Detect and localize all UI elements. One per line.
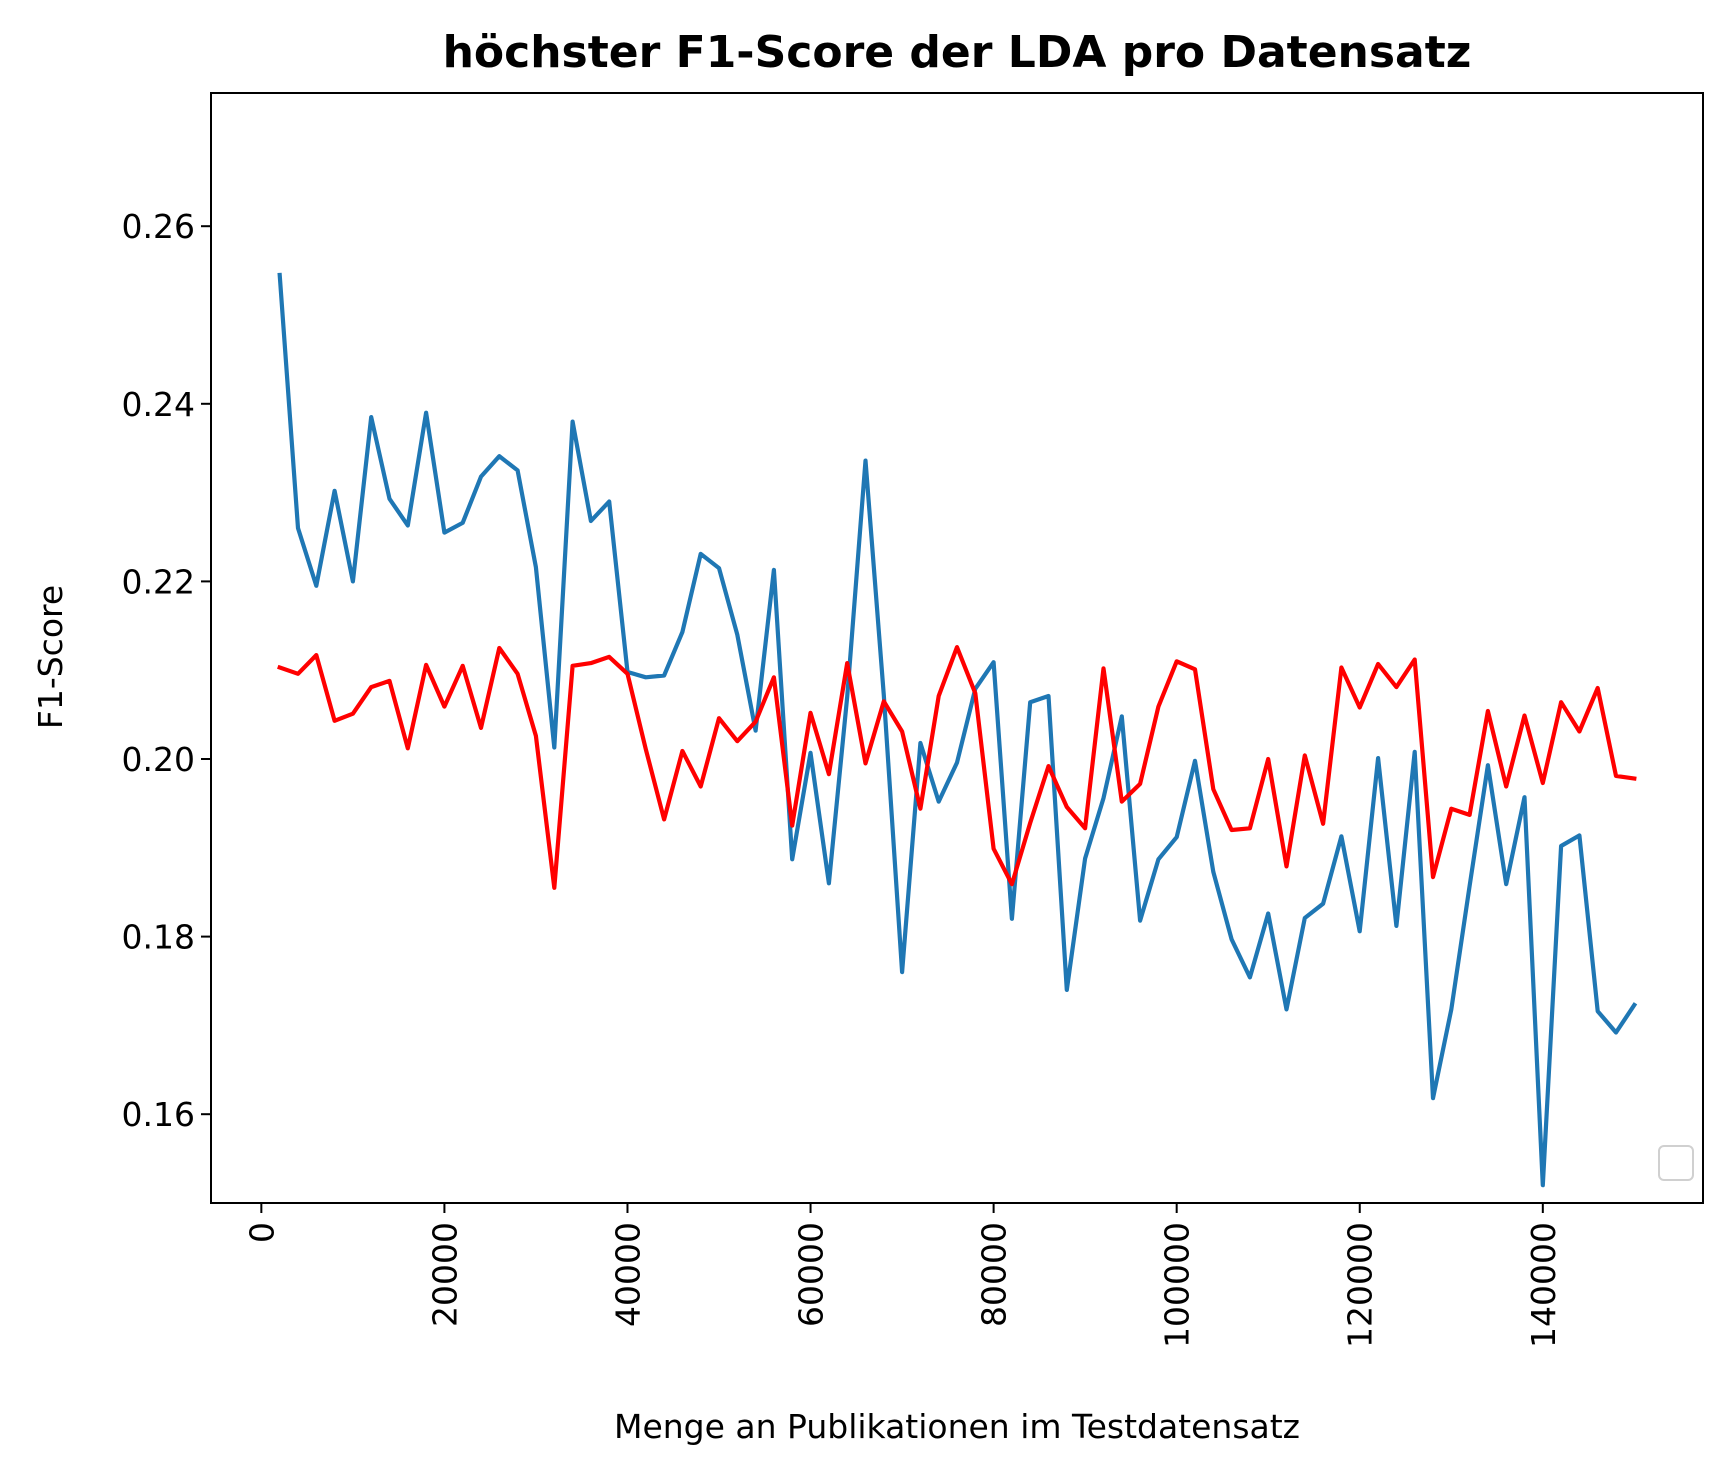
x-tick-label: 140000 [1524, 1222, 1563, 1348]
y-tick-label: 0.20 [122, 740, 195, 779]
x-tick-label: 100000 [1158, 1222, 1197, 1348]
x-tick-label: 20000 [425, 1222, 464, 1327]
x-tick-label: 0 [242, 1222, 281, 1243]
y-tick-label: 0.24 [122, 385, 195, 424]
y-tick-label: 0.18 [122, 918, 195, 957]
x-tick-label: 80000 [975, 1222, 1014, 1327]
x-tick-label: 60000 [792, 1222, 831, 1327]
chart-title: höchster F1-Score der LDA pro Datensatz [443, 27, 1472, 78]
y-tick-label: 0.16 [122, 1095, 195, 1134]
series-line-1 [277, 272, 1638, 1188]
y-tick-label: 0.26 [122, 207, 195, 246]
y-tick-label: 0.22 [122, 562, 195, 601]
y-axis-label: F1-Score [31, 585, 70, 729]
x-tick-label: 40000 [609, 1222, 648, 1327]
series-line-2 [277, 644, 1637, 890]
x-axis-label: Menge an Publikationen im Testdatensatz [614, 1407, 1300, 1446]
legend-box [1658, 1145, 1694, 1181]
x-tick-label: 120000 [1341, 1222, 1380, 1348]
plot-area: 0 20000 40000 60000 80000 100000 120000 140000 0… [122, 92, 1704, 1348]
plot-frame [210, 92, 1704, 1204]
